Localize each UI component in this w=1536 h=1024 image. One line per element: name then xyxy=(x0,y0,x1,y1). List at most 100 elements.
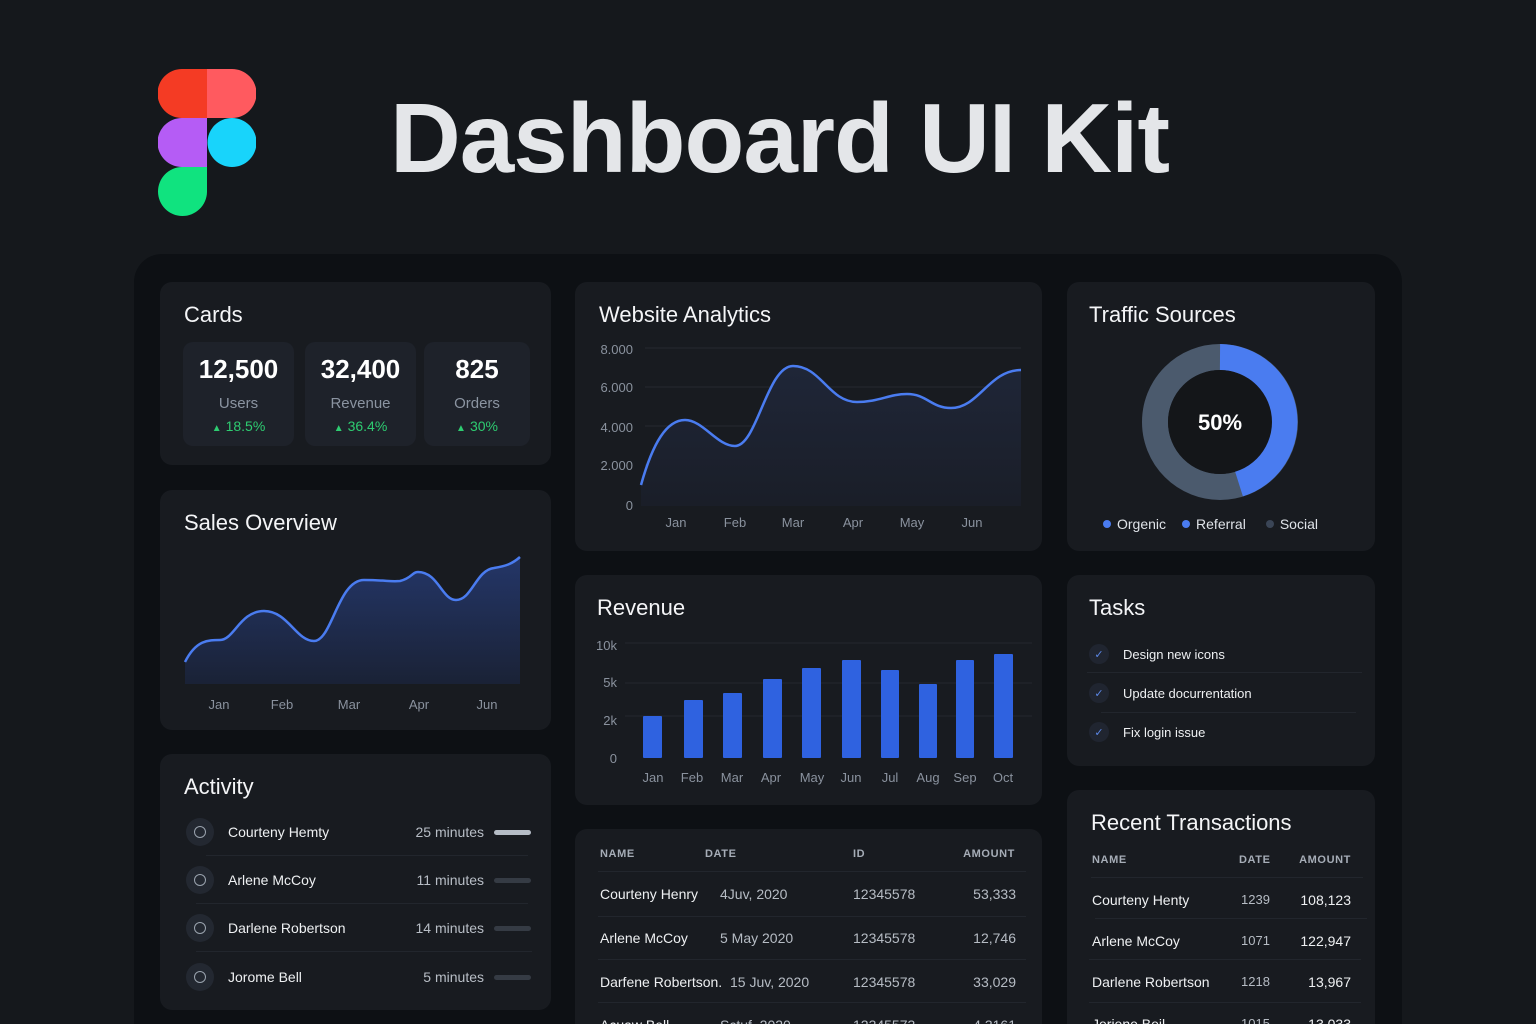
x-tick: Jun xyxy=(962,515,983,530)
cell-date: 15 Juv, 2020 xyxy=(730,974,810,990)
column-header-name[interactable]: NAME xyxy=(600,848,635,860)
column-header-id[interactable]: ID xyxy=(853,848,866,860)
legend-dot-icon xyxy=(1182,520,1191,528)
bar-jan[interactable] xyxy=(643,716,662,758)
checkmark-icon[interactable]: ✓ xyxy=(1089,722,1109,742)
x-tick: Apr xyxy=(843,515,864,530)
x-tick: Mar xyxy=(782,515,805,530)
stat-delta: 18.5% xyxy=(225,418,266,434)
activity-name: Courteny Hemty xyxy=(228,824,330,840)
traffic-sources-card: Traffic Sources 50% Orgenic Referral Soc… xyxy=(1067,282,1375,551)
traffic-donut-chart[interactable]: 50% xyxy=(1067,282,1375,551)
cell-amount: 33,029 xyxy=(973,974,1016,990)
legend-label: Orgenic xyxy=(1117,516,1167,532)
stat-delta: 36.4% xyxy=(347,418,388,434)
activity-item[interactable]: Darlene Robertson 14 minutes xyxy=(184,904,531,952)
x-tick: Jan xyxy=(209,697,230,712)
progress-bar xyxy=(494,925,531,931)
bar-oct[interactable] xyxy=(994,654,1013,758)
bar-feb[interactable] xyxy=(684,700,703,758)
avatar xyxy=(186,818,214,846)
traffic-legend: Orgenic Referral Social xyxy=(1103,516,1318,532)
bar-jul[interactable] xyxy=(881,670,899,758)
legend-item-organic[interactable]: Orgenic xyxy=(1103,516,1166,532)
legend-item-referral[interactable]: Referral xyxy=(1182,516,1246,532)
activity-name: Darlene Robertson xyxy=(228,920,346,936)
cell-date: 1071 xyxy=(1241,933,1270,948)
stat-users[interactable]: 12,500 Users ▲ 18.5% xyxy=(183,342,294,446)
bar-may[interactable] xyxy=(802,668,821,758)
column-header-amount[interactable]: AMOUNT xyxy=(963,848,1015,860)
bar-sep[interactable] xyxy=(956,660,974,758)
cell-date: 1015 xyxy=(1241,1016,1270,1024)
page-title: Dashboard UI Kit xyxy=(390,83,1170,193)
y-tick: 4.000 xyxy=(600,420,633,435)
circle-icon xyxy=(194,971,206,983)
checkmark-icon[interactable]: ✓ xyxy=(1089,644,1109,664)
website-analytics-chart[interactable]: 8.000 6.000 4.000 2.000 0 Jan Feb Mar Ap… xyxy=(575,282,1042,551)
cell-name: Darlene Robertson xyxy=(1092,974,1210,990)
x-tick: May xyxy=(900,515,925,530)
activity-item[interactable]: Jorome Bell 5 minutes xyxy=(184,953,531,1001)
tasks-card: Tasks ✓ Design new icons ✓ Update docurr… xyxy=(1067,575,1375,766)
sales-overview-chart[interactable]: Jan Feb Mar Apr Jun xyxy=(160,490,551,730)
activity-item[interactable]: Courteny Hemty 25 minutes xyxy=(184,808,531,856)
legend-dot-icon xyxy=(1103,520,1111,528)
x-tick: Jan xyxy=(666,515,687,530)
x-tick: Feb xyxy=(271,697,293,712)
cell-amount: 108,123 xyxy=(1300,892,1351,908)
arrow-up-icon: ▲ xyxy=(211,423,222,434)
card-title: Sales Overview xyxy=(184,510,337,535)
x-tick: Feb xyxy=(681,770,703,785)
circle-icon xyxy=(194,874,206,886)
x-tick: Mar xyxy=(721,770,744,785)
bar-aug[interactable] xyxy=(919,684,937,758)
y-tick: 0 xyxy=(626,498,633,513)
y-tick: 6.000 xyxy=(600,380,633,395)
activity-time: 11 minutes xyxy=(416,872,484,888)
revenue-bar-chart[interactable]: 10k 5k 2k 0 Jan Feb Mar Apr May Jun Jul … xyxy=(575,575,1042,805)
cell-amount: 4,3161 xyxy=(973,1017,1016,1024)
y-tick: 0 xyxy=(610,751,617,766)
activity-item[interactable]: Arlene McCoy 11 minutes xyxy=(184,856,531,904)
x-tick: May xyxy=(800,770,825,785)
task-item[interactable]: ✓ Fix login issue xyxy=(1089,717,1205,747)
bar-mar[interactable] xyxy=(723,693,742,758)
y-tick: 8.000 xyxy=(600,342,633,357)
cell-name: Arlene McCoy xyxy=(1092,933,1180,949)
task-item[interactable]: ✓ Update docurrentation xyxy=(1089,678,1252,708)
stat-revenue[interactable]: 32,400 Revenue ▲ 36.4% xyxy=(305,342,416,446)
column-header-amount[interactable]: AMOUNT xyxy=(1299,854,1351,866)
column-header-name[interactable]: NAME xyxy=(1092,854,1127,866)
avatar xyxy=(186,866,214,894)
x-tick: Jun xyxy=(477,697,498,712)
recent-transactions-card: Recent Transactions NAME DATE AMOUNT Cou… xyxy=(1067,790,1375,1024)
column-header-date[interactable]: DATE xyxy=(705,848,737,860)
card-title: Recent Transactions xyxy=(1091,810,1292,835)
cell-id: 12345578 xyxy=(853,886,916,902)
task-label: Design new icons xyxy=(1123,646,1225,662)
task-item[interactable]: ✓ Design new icons xyxy=(1089,639,1225,669)
x-tick: Feb xyxy=(724,515,746,530)
arrow-up-icon: ▲ xyxy=(456,423,466,434)
stat-value: 32,400 xyxy=(320,354,401,384)
stat-delta: 30% xyxy=(469,418,498,434)
cell-amount: 53,333 xyxy=(973,886,1016,902)
column-header-date[interactable]: DATE xyxy=(1239,854,1271,866)
circle-icon xyxy=(194,922,206,934)
bar-jun[interactable] xyxy=(842,660,861,758)
x-tick: Apr xyxy=(761,770,782,785)
stats-card: Cards 12,500 Users ▲ 18.5% 32,400 Revenue… xyxy=(160,282,551,465)
y-tick: 10k xyxy=(596,638,617,653)
legend-item-social[interactable]: Social xyxy=(1265,516,1318,532)
stat-orders[interactable]: 825 Orders ▲ 30% xyxy=(424,342,530,446)
cell-name: Acuaw Bell xyxy=(600,1017,669,1024)
checkmark-icon[interactable]: ✓ xyxy=(1089,683,1109,703)
bar-apr[interactable] xyxy=(763,679,782,758)
donut-center-label: 50% xyxy=(1198,410,1242,435)
x-tick: Jul xyxy=(882,770,899,785)
card-title: Activity xyxy=(184,774,254,799)
cell-name: Courteny Henty xyxy=(1092,892,1190,908)
activity-time: 14 minutes xyxy=(415,920,484,936)
y-tick: 5k xyxy=(603,675,617,690)
